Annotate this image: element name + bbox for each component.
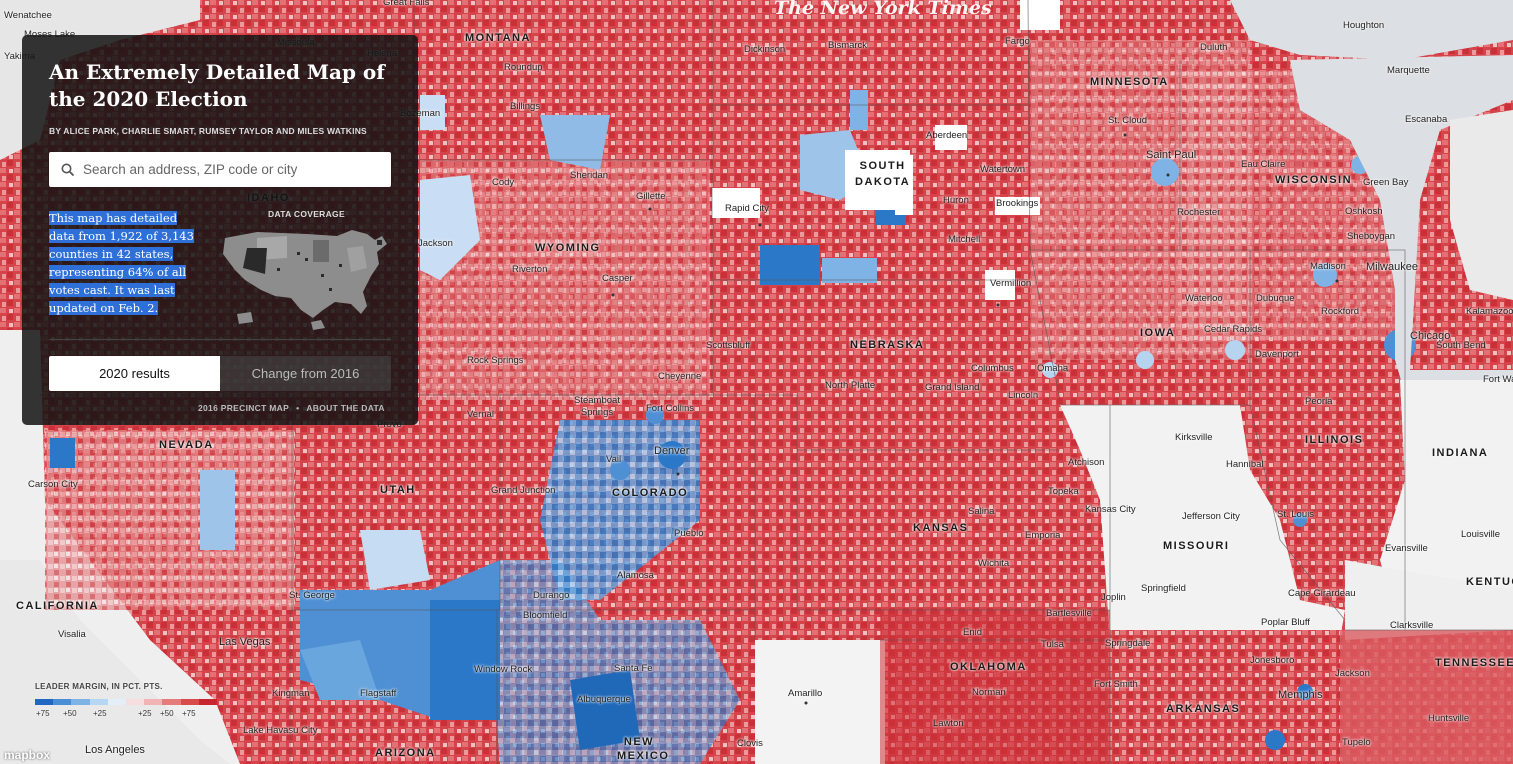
legend-swatch <box>162 699 181 705</box>
mapbox-logo[interactable]: mapbox <box>4 748 51 762</box>
panel-links: 2016 PRECINCT MAP • ABOUT THE DATA <box>198 403 385 413</box>
legend-tick: +50 <box>63 709 77 718</box>
legend-swatch <box>89 699 108 705</box>
legend-swatch <box>198 699 218 705</box>
legend-title: LEADER MARGIN, IN PCT. PTS. <box>35 682 163 691</box>
search-icon <box>61 163 75 177</box>
coverage-description-text: This map has detailed data from 1,922 of… <box>49 211 194 315</box>
coverage-description: This map has detailed data from 1,922 of… <box>49 209 199 317</box>
legend-color-scale <box>35 699 218 705</box>
byline: BY ALICE PARK, CHARLIE SMART, RUMSEY TAY… <box>49 126 367 136</box>
us-coverage-map <box>223 230 387 330</box>
legend-swatch <box>71 699 90 705</box>
legend-swatch <box>53 699 72 705</box>
legend-swatch <box>35 699 54 705</box>
legend-swatch <box>126 699 145 705</box>
legend-tick: +75 <box>36 709 50 718</box>
legend-tick: +25 <box>93 709 107 718</box>
results-2020-button[interactable]: 2020 results <box>49 356 220 391</box>
legend-tick: +50 <box>160 709 174 718</box>
separator-dot: • <box>296 403 300 413</box>
data-coverage-label: DATA COVERAGE <box>268 209 345 219</box>
info-panel: An Extremely Detailed Map of the 2020 El… <box>22 35 418 425</box>
about-data-link[interactable]: ABOUT THE DATA <box>306 403 385 413</box>
precinct-map-2016-link[interactable]: 2016 PRECINCT MAP <box>198 403 290 413</box>
panel-divider <box>49 339 391 340</box>
legend-swatch <box>107 699 127 705</box>
legend-swatch <box>180 699 199 705</box>
nyt-logo[interactable]: The New York Times <box>774 0 992 19</box>
search-input[interactable] <box>83 152 383 187</box>
change-from-2016-button[interactable]: Change from 2016 <box>220 356 391 391</box>
legend-tick: +75 <box>182 709 196 718</box>
legend-swatch <box>144 699 163 705</box>
search-box[interactable] <box>49 152 391 187</box>
page-title: An Extremely Detailed Map of the 2020 El… <box>49 60 385 111</box>
legend-tick: +25 <box>138 709 152 718</box>
